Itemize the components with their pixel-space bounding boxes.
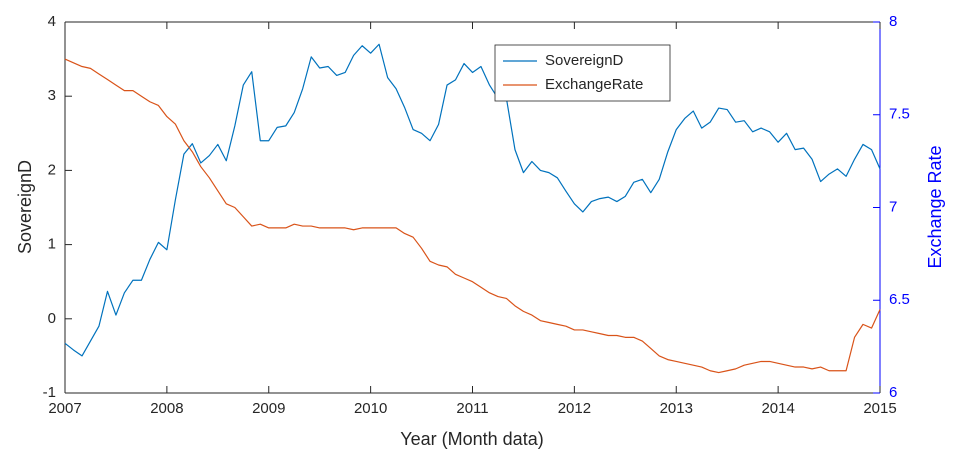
- x-tick-label: 2010: [354, 400, 387, 417]
- x-tick-label: 2009: [252, 400, 285, 417]
- series-line: [64, 43, 881, 357]
- y2-tick-label: 6: [889, 384, 897, 401]
- y2-tick-label: 6.5: [889, 291, 910, 308]
- legend-box: [494, 44, 671, 102]
- x-tick-label: 2014: [761, 400, 794, 417]
- y-tick-label: 0: [48, 310, 56, 327]
- legend-label: SovereignD: [545, 52, 624, 69]
- y-axis-label: SovereignD: [15, 160, 35, 254]
- y-tick-label: 1: [48, 236, 56, 253]
- y-tick-label: -1: [43, 384, 56, 401]
- x-tick-label: 2013: [660, 400, 693, 417]
- x-tick-label: 2012: [558, 400, 591, 417]
- y2-tick-label: 7.5: [889, 106, 910, 123]
- x-tick-label: 2008: [150, 400, 183, 417]
- x-tick-label: 2011: [456, 400, 488, 417]
- legend-label: ExchangeRate: [545, 76, 643, 93]
- x-axis-label: Year (Month data): [400, 429, 543, 449]
- y2-axis-label: Exchange Rate: [925, 145, 945, 268]
- y2-tick-label: 8: [889, 13, 897, 30]
- x-tick-label: 2007: [48, 400, 81, 417]
- y-tick-label: 3: [48, 87, 56, 104]
- y-tick-label: 4: [48, 13, 56, 30]
- series-line: [64, 58, 881, 374]
- y-tick-label: 2: [48, 161, 56, 178]
- x-tick-label: 2015: [863, 400, 896, 417]
- y2-tick-label: 7: [889, 198, 897, 215]
